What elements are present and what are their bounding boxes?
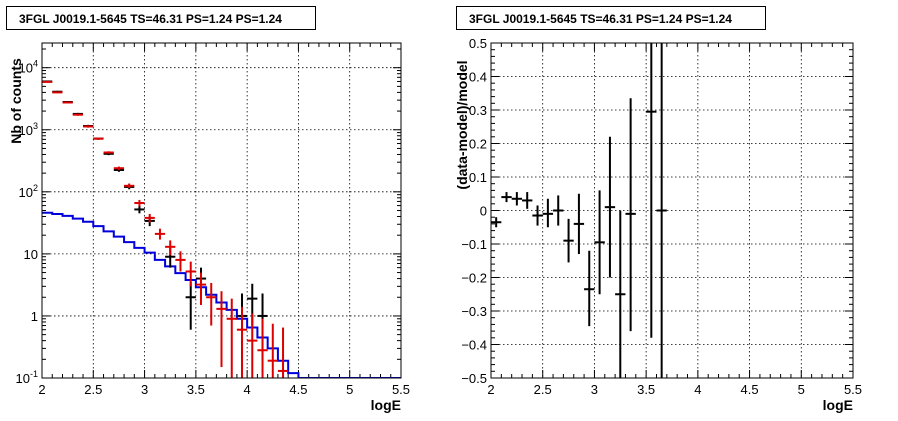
y-tick-label: 10 (24, 247, 38, 262)
right-pad: 3FGL J0019.1-5645 TS=46.31 PS=1.24 PS=1.… (449, 0, 898, 421)
y-tick-label: 1 (31, 309, 38, 324)
x-tick-label: 2.5 (534, 382, 552, 397)
y-tick-label: 0.4 (469, 70, 487, 85)
x-tick-label: 5.5 (392, 382, 410, 397)
y-tick-label: 102 (19, 183, 38, 200)
y-tick-label: 104 (19, 59, 38, 76)
y-tick-label: −0.1 (461, 237, 487, 252)
x-tick-label: 4 (694, 382, 701, 397)
y-tick-label: 0.2 (469, 137, 487, 152)
x-tick-label: 4.5 (289, 382, 307, 397)
y-tick-label: −0.5 (461, 371, 487, 386)
x-tick-label: 3 (141, 382, 148, 397)
x-tick-label: 2 (38, 382, 45, 397)
x-axis-label: logE (371, 397, 401, 413)
x-tick-label: 3 (591, 382, 598, 397)
data-group (42, 80, 268, 360)
plot-frame (41, 42, 402, 379)
y-tick-label: 0.1 (469, 170, 487, 185)
y-tick-label: −0.2 (461, 271, 487, 286)
y-axis-label: Nb of counts (8, 58, 24, 144)
y-tick-label: −0.4 (461, 338, 487, 353)
x-tick-label: 5.5 (844, 382, 862, 397)
y-tick-label: 0 (480, 204, 487, 219)
right-title: 3FGL J0019.1-5645 TS=46.31 PS=1.24 PS=1.… (456, 6, 766, 30)
left-title: 3FGL J0019.1-5645 TS=46.31 PS=1.24 PS=1.… (6, 6, 316, 30)
x-axis-label: logE (823, 397, 853, 413)
y-tick-label: 10-1 (16, 369, 38, 386)
x-tick-label: 5 (346, 382, 353, 397)
x-tick-label: 2.5 (84, 382, 102, 397)
x-tick-label: 4 (244, 382, 251, 397)
y-tick-label: −0.3 (461, 304, 487, 319)
x-tick-label: 3.5 (187, 382, 205, 397)
background-histogram (42, 211, 401, 378)
x-tick-label: 2 (487, 382, 494, 397)
plot-frame (490, 42, 854, 379)
grid (491, 43, 853, 378)
y-tick-label: 103 (19, 121, 38, 138)
model-group (42, 80, 289, 378)
x-tick-label: 5 (798, 382, 805, 397)
residual-group (491, 43, 667, 378)
x-tick-label: 3.5 (637, 382, 655, 397)
y-axis-label: (data-model)/model (454, 60, 470, 189)
left-pad: 3FGL J0019.1-5645 TS=46.31 PS=1.24 PS=1.… (6, 6, 410, 413)
x-tick-label: 4.5 (741, 382, 759, 397)
y-tick-label: 0.5 (469, 36, 487, 51)
y-tick-label: 0.3 (469, 103, 487, 118)
